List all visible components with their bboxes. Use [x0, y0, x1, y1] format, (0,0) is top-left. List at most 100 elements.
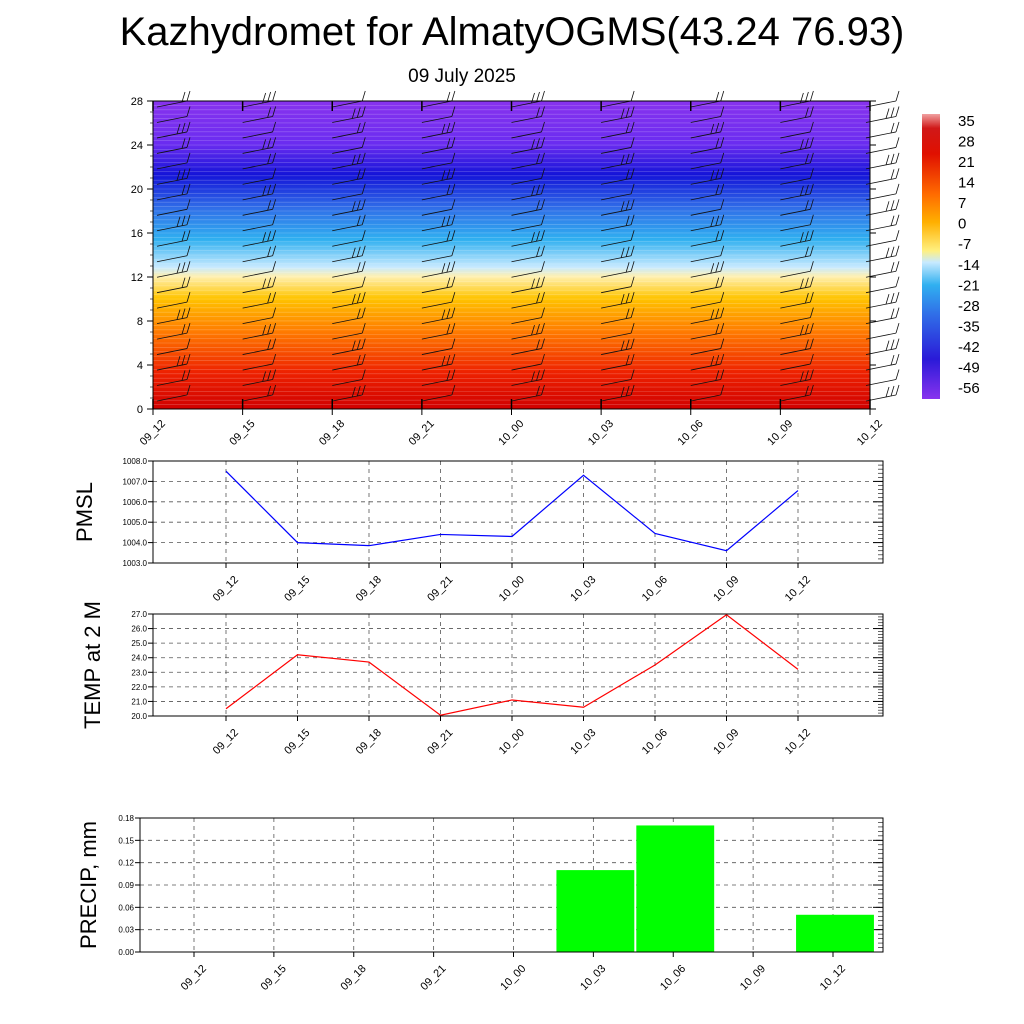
wind-barb — [601, 307, 635, 325]
wind-barb — [421, 168, 456, 185]
wind-barb — [156, 199, 191, 216]
wind-barb — [332, 183, 366, 201]
heatmap-contour-line — [152, 404, 871, 406]
wind-barb — [421, 276, 456, 294]
y-tick-label: 24.0 — [131, 654, 147, 663]
colorbar-label: -14 — [958, 257, 980, 274]
wind-barb — [865, 183, 900, 201]
wind-barb — [511, 214, 545, 232]
y-tick-label: 1005.0 — [123, 518, 148, 527]
wind-barb — [421, 199, 456, 216]
wind-barb — [780, 183, 814, 201]
x-tick-label: 10_09 — [711, 727, 741, 757]
y-tick-label: 0.12 — [118, 859, 134, 868]
precip-panel: 0.00 0.03 0.06 0.09 0.12 0.15 0.18 09_12 09_15 09… — [76, 814, 884, 993]
heatmap-contour-line — [152, 294, 871, 296]
wind-barb — [156, 307, 191, 325]
wind-barb — [511, 168, 545, 185]
wind-barb — [865, 353, 900, 371]
y-tick-label: 1004.0 — [123, 539, 148, 548]
wind-barb — [865, 369, 900, 386]
wind-barb — [332, 199, 366, 216]
wind-barb — [865, 230, 900, 247]
x-tick-label: 09_21 — [425, 727, 455, 757]
wind-barb — [242, 338, 277, 355]
wind-barb — [690, 90, 725, 108]
colorbar-label: -56 — [958, 380, 980, 397]
wind-barb — [690, 307, 725, 325]
wind-barb — [156, 90, 191, 108]
wind-barb — [780, 384, 814, 402]
wind-barb — [690, 183, 725, 201]
wind-barb — [332, 261, 366, 278]
series-line — [225, 470, 799, 552]
wind-barb — [242, 168, 277, 185]
wind-barb — [421, 261, 456, 278]
wind-barb — [690, 276, 725, 294]
wind-barb — [780, 199, 814, 216]
wind-barb — [511, 322, 545, 340]
colorbar-label: 21 — [958, 154, 975, 171]
wind-barb — [242, 121, 277, 139]
wind-barb — [421, 322, 456, 340]
wind-barb — [332, 121, 366, 139]
x-tick-label: 10_03 — [568, 574, 598, 604]
colorbar-labels: 35 28 21 14 7 0 -7 -14 -21 -28 -35 -42 -49 -56 — [958, 113, 980, 397]
wind-barb — [511, 353, 545, 371]
wind-barb — [690, 322, 725, 340]
x-tick-label: 10_00 — [497, 727, 527, 757]
wind-barb — [332, 152, 366, 170]
x-tick-label: 09_21 — [418, 963, 448, 993]
colorbar-label: -21 — [958, 277, 980, 294]
panel-frame — [152, 613, 884, 717]
wind-barb — [865, 90, 900, 108]
x-tick-label: 10_12 — [783, 574, 813, 604]
y-tick-label: 1008.0 — [123, 457, 148, 466]
wind-barb — [332, 230, 366, 247]
y-tick-label: 1006.0 — [123, 498, 148, 507]
wind-barb — [242, 199, 277, 216]
wind-barb — [332, 384, 366, 402]
y-axis-label: PRECIP, mm — [76, 821, 101, 949]
wind-barb — [780, 261, 814, 278]
wind-barb — [601, 261, 635, 278]
colorbar-label: -35 — [958, 318, 980, 335]
wind-barb — [242, 106, 277, 123]
wind-barb — [690, 214, 725, 232]
wind-barb — [780, 230, 814, 247]
y-tick-label: 27.0 — [131, 610, 147, 619]
wind-barb — [690, 106, 725, 123]
x-tick-label: 10_12 — [783, 727, 813, 757]
wind-barb — [690, 338, 725, 355]
wind-barb — [421, 214, 456, 232]
x-tick-label: 09_18 — [354, 574, 384, 604]
wind-barb — [780, 353, 814, 371]
heatmap-y-tick-label: 12 — [131, 272, 143, 284]
wind-barb — [332, 106, 366, 123]
wind-barb — [865, 214, 900, 232]
wind-barb — [421, 230, 456, 247]
wind-barb — [601, 353, 635, 371]
wind-barb — [156, 168, 191, 185]
heatmap-x-tick-label: 09_12 — [138, 418, 168, 448]
y-axis-label: PMSL — [72, 482, 97, 542]
precip-bar — [796, 914, 874, 952]
wind-barb — [242, 307, 277, 325]
wind-barb — [332, 307, 366, 325]
heatmap-y-tick-label: 28 — [131, 96, 143, 108]
wind-barb — [601, 276, 635, 294]
wind-barb — [421, 292, 456, 309]
wind-barb — [156, 152, 191, 170]
y-tick-label: 0.00 — [118, 948, 134, 957]
wind-barb — [780, 369, 814, 386]
heatmap-x-tick-label: 09_18 — [317, 418, 347, 448]
wind-barb — [156, 137, 191, 154]
x-tick-label: 10_06 — [640, 574, 670, 604]
wind-barb — [780, 276, 814, 294]
wind-barb — [780, 322, 814, 340]
wind-barb — [690, 261, 725, 278]
wind-barb — [865, 152, 900, 170]
wind-barb — [780, 292, 814, 309]
heatmap-contour-line — [152, 364, 871, 366]
heatmap-contour-line — [152, 254, 871, 256]
